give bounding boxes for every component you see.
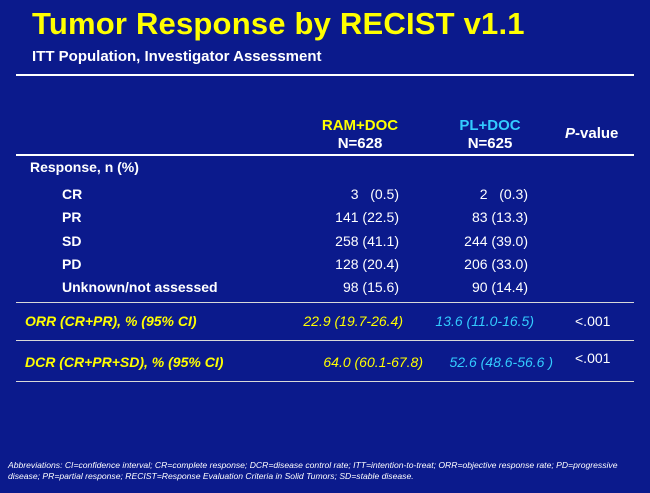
row-ram-value: 128 (20.4) [335,256,399,272]
summary-ram-value: 64.0 (60.1-67.8) [323,354,423,370]
row-pl-value: 244 (39.0) [464,233,528,249]
row-label: Unknown/not assessed [62,279,218,295]
row-ram-value: 258 (41.1) [335,233,399,249]
row-ram-value: 98 (15.6) [342,279,399,295]
row-ram-value: 141 (22.5) [335,209,399,225]
summary-label: ORR (CR+PR), % (95% CI) [25,313,197,329]
row-pl-value: 2 (0.3) [479,186,528,202]
response-header: Response, n (%) [30,159,139,175]
pvalue-header: P-value [565,125,618,142]
pvalue-rest: -value [575,125,619,142]
slide-subtitle: ITT Population, Investigator Assessment [32,48,322,65]
row-label: SD [62,233,82,249]
summary-divider-mid [16,340,634,341]
summary-divider-top [16,302,634,303]
row-pl-value: 90 (14.4) [471,279,528,295]
row-pl-value: 83 (13.3) [471,209,528,225]
row-label: CR [62,186,83,202]
summary-pl-value: 52.6 (48.6-56.6 ) [449,354,553,370]
row-ram-value: 3 (0.5) [350,186,399,202]
pl-n: N=625 [467,135,513,152]
pvalue-p: P [565,125,576,142]
row-label: PR [62,209,82,225]
summary-ram-value: 22.9 (19.7-26.4) [303,313,403,329]
summary-label: DCR (CR+PR+SD), % (95% CI) [25,354,224,370]
ram-header: RAM+DOC [321,117,399,134]
header-divider [16,154,634,156]
title-divider [16,74,634,76]
summary-pl-value: 13.6 (11.0-16.5) [435,313,534,329]
row-label: PD [62,256,82,272]
ram-n: N=628 [337,135,383,152]
abbreviations-footnote: Abbreviations: CI=confidence interval; C… [8,460,618,481]
summary-p-value: <.001 [575,350,611,366]
row-pl-value: 206 (33.0) [464,256,528,272]
summary-p-value: <.001 [575,313,611,329]
slide-title: Tumor Response by RECIST v1.1 [32,6,525,41]
summary-divider-bottom [16,381,634,382]
pl-header: PL+DOC [459,117,521,134]
